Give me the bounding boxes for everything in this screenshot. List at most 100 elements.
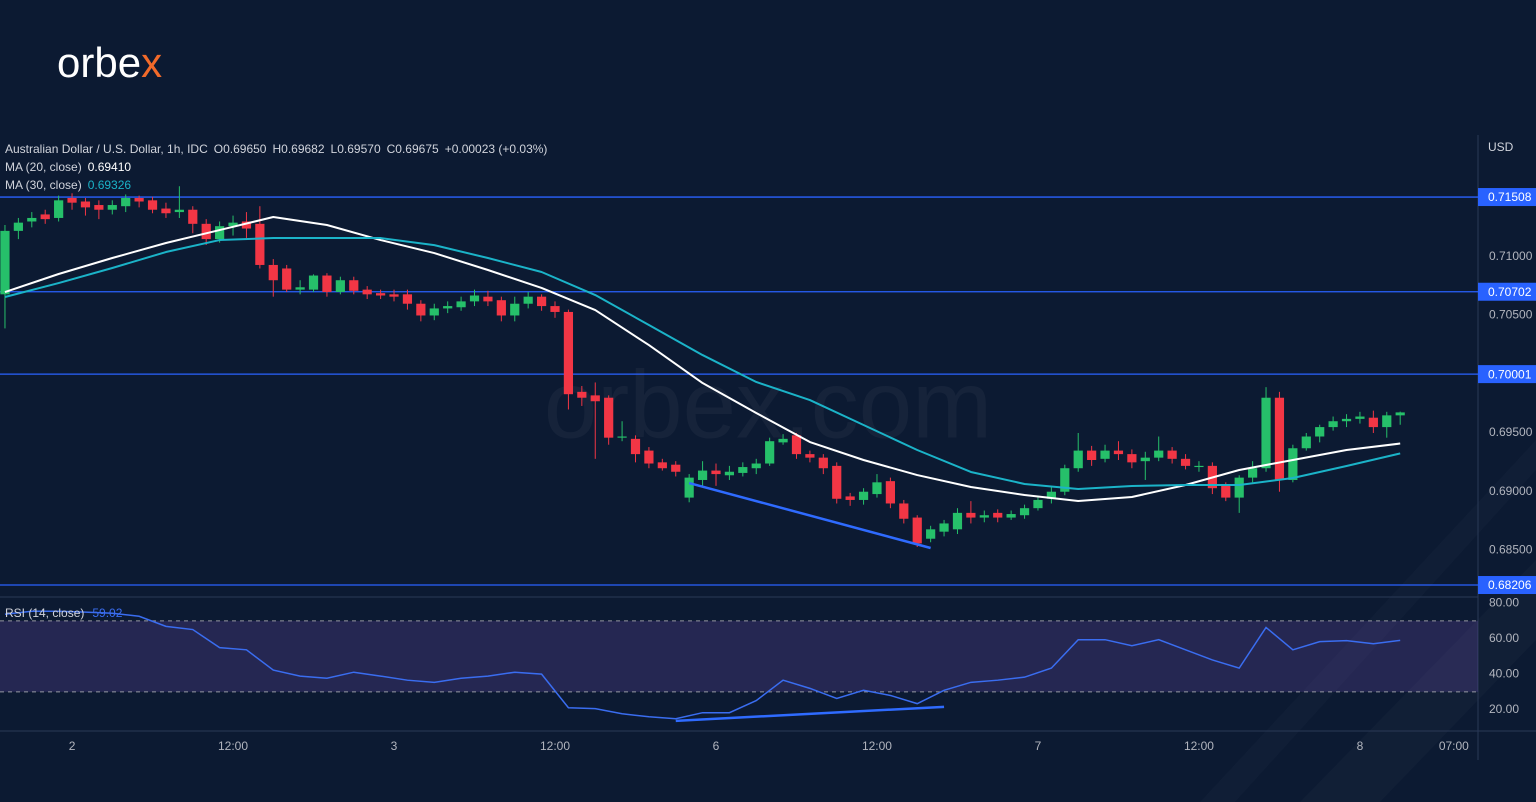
candle-body xyxy=(80,201,91,208)
candle-body xyxy=(791,435,802,455)
candle-body xyxy=(550,306,560,312)
ohlc-key: C xyxy=(387,142,396,156)
candle-body xyxy=(134,197,144,202)
candle-body xyxy=(1301,436,1311,449)
candle-body xyxy=(469,295,480,302)
candle-body xyxy=(738,467,748,473)
y-tick-label: 0.71000 xyxy=(1489,249,1533,263)
candle-body xyxy=(1221,485,1231,498)
candle-body xyxy=(604,397,614,438)
logo: orbex xyxy=(57,39,162,86)
trendline xyxy=(688,481,931,550)
y-tick-label: 40.00 xyxy=(1489,666,1519,680)
level-label: 0.71508 xyxy=(1488,190,1532,204)
candle-body xyxy=(1140,457,1150,462)
candle-body xyxy=(563,311,574,395)
candle-body xyxy=(966,512,976,518)
candle-body xyxy=(188,209,198,224)
candle-body xyxy=(697,470,708,480)
candle-body xyxy=(751,463,761,469)
moving-average xyxy=(4,237,1401,491)
candle-body xyxy=(510,303,520,316)
candle-body xyxy=(926,529,936,539)
candle-body xyxy=(885,481,895,504)
candle-body xyxy=(1033,499,1043,509)
candle-body xyxy=(322,275,332,292)
symbol-title: Australian Dollar / U.S. Dollar, 1h, IDC xyxy=(5,142,208,156)
x-tick-label: 3 xyxy=(391,739,398,753)
candle-body xyxy=(523,296,533,304)
candle-body xyxy=(429,308,439,316)
ohlc-value: 0.69650 xyxy=(223,142,267,156)
candle-body xyxy=(308,275,319,290)
candle-body xyxy=(13,222,23,231)
candle-body xyxy=(376,293,386,296)
candle-body xyxy=(590,395,600,402)
ma-name: MA (30, close) xyxy=(5,178,82,192)
logo-accent: x xyxy=(141,39,162,86)
candle-body xyxy=(778,438,788,443)
candle-body xyxy=(1368,417,1378,428)
level-label-box xyxy=(1478,365,1536,384)
candle-body xyxy=(335,280,345,292)
candle-body xyxy=(577,391,587,398)
y-tick-label: 20.00 xyxy=(1489,702,1519,716)
ohlc-value: 0.69675 xyxy=(395,142,439,156)
candle-body xyxy=(1180,458,1191,466)
candle-body xyxy=(617,436,627,438)
x-tick-label: 12:00 xyxy=(862,739,892,753)
candle-body xyxy=(1355,416,1365,419)
candle-body xyxy=(1046,491,1056,499)
level-label: 0.70001 xyxy=(1488,367,1532,381)
logo-main: orbe xyxy=(57,39,141,86)
candle-body xyxy=(845,496,855,500)
candle-body xyxy=(215,226,225,240)
candle-body xyxy=(912,517,922,544)
ma-legend: MA (20, close) 0.69410 xyxy=(5,160,131,174)
candle-body xyxy=(1167,450,1177,459)
candle-body xyxy=(644,450,654,464)
candle-body xyxy=(402,294,413,304)
candle-body xyxy=(1113,450,1124,455)
candle-body xyxy=(295,287,305,290)
candle-body xyxy=(993,512,1003,518)
y-tick-label: 0.69500 xyxy=(1489,425,1533,439)
candle-body xyxy=(872,482,882,495)
x-tick-label: 12:00 xyxy=(540,739,570,753)
level-label-box xyxy=(1478,282,1536,301)
candle-body xyxy=(483,296,493,302)
level-label-box xyxy=(1478,188,1536,207)
candle-body xyxy=(1341,418,1352,422)
y-tick-label: 0.70500 xyxy=(1489,308,1533,322)
candle-body xyxy=(1100,450,1110,459)
candle-body xyxy=(1087,450,1097,460)
symbol-legend: Australian Dollar / U.S. Dollar, 1h, IDC… xyxy=(5,142,547,156)
candle-body xyxy=(241,221,252,229)
candle-body xyxy=(40,214,50,220)
candle-body xyxy=(1248,468,1258,478)
candle-body xyxy=(228,222,238,227)
rsi-name: RSI (14, close) xyxy=(5,606,84,620)
candle-body xyxy=(1382,415,1392,428)
candle-body xyxy=(1006,514,1016,518)
rsi-line xyxy=(4,610,1401,720)
candle-body xyxy=(818,457,828,469)
x-tick-label: 12:00 xyxy=(1184,739,1214,753)
candle-body xyxy=(1234,477,1244,498)
candle-body xyxy=(282,268,292,290)
candle-body xyxy=(724,471,735,476)
ma-value: 0.69410 xyxy=(88,160,132,174)
candle-body xyxy=(349,280,359,291)
candle-body xyxy=(456,301,466,308)
x-tick-label: 2 xyxy=(69,739,76,753)
rsi-band xyxy=(0,620,1478,692)
y-tick-label: 0.69000 xyxy=(1489,484,1533,498)
candle-body xyxy=(1154,450,1164,458)
candle-body xyxy=(121,197,131,207)
level-label-box xyxy=(1478,576,1536,595)
candle-body xyxy=(255,223,265,265)
x-tick-label: 7 xyxy=(1035,739,1042,753)
x-tick-label: 8 xyxy=(1357,739,1364,753)
